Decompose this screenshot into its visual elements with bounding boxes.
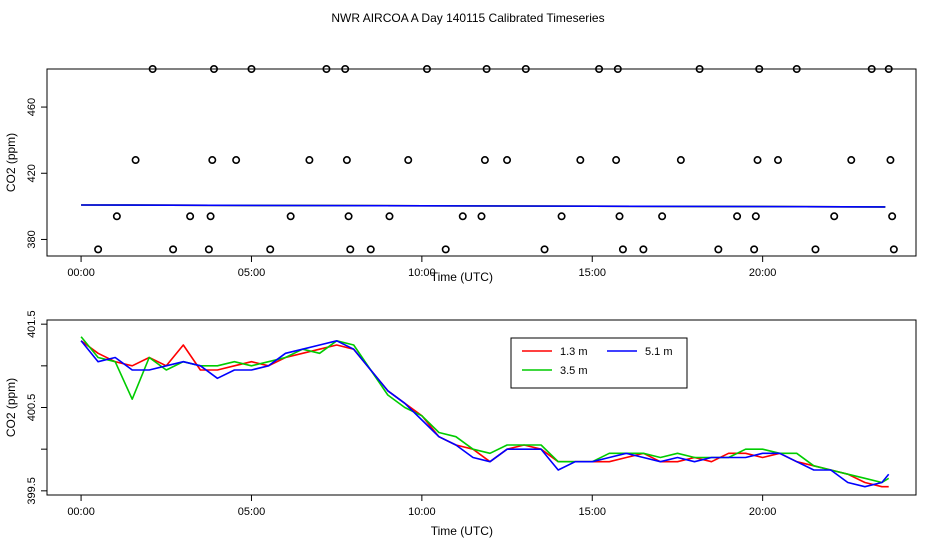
data-point [131,156,140,165]
data-point [404,156,413,165]
data-point [576,156,585,165]
data-point [204,245,213,254]
x-tick-label: 00:00 [67,267,95,279]
data-point [477,212,486,221]
x-tick-label: 15:00 [578,506,606,518]
data-point [889,245,898,254]
legend-label: 3.5 m [560,365,588,377]
legend-label: 5.1 m [645,346,673,358]
data-point [886,156,895,165]
data-point [366,245,375,254]
legend-box [510,337,688,389]
data-point [733,212,742,221]
data-point [613,65,622,74]
data-point [169,245,178,254]
data-point [94,245,103,254]
chart-title: NWR AIRCOA A Day 140115 Calibrated Times… [331,11,604,25]
data-point [482,65,491,74]
bottom-panel: 00:00 05:00 10:00 15:00 20:00 399.5 400.5 401.5… [4,310,917,538]
data-point [344,212,353,221]
data-point [480,156,489,165]
plot-frame [46,68,917,257]
x-tick-label: 05:00 [238,267,266,279]
data-point [186,212,195,221]
data-point [658,212,667,221]
data-point [557,212,566,221]
x-tick-label: 15:00 [578,267,606,279]
data-point [385,212,394,221]
data-point [266,245,275,254]
x-axis-label: Time (UTC) [431,270,493,284]
y-tick-label: 420 [26,164,38,182]
y-tick-label: 400.5 [26,394,38,422]
data-point [867,65,876,74]
y-tick-label: 401.5 [26,310,38,338]
data-point [847,156,856,165]
plot-frame [46,319,917,496]
data-point [830,212,839,221]
top-panel: 00:00 05:00 10:00 15:00 20:00 380 420 460 Time (… [4,65,917,284]
x-tick-label: 10:00 [408,267,436,279]
x-tick-label: 20:00 [749,506,777,518]
data-point [750,245,759,254]
x-tick-label: 10:00 [408,506,436,518]
legend-label: 1.3 m [560,346,588,358]
series-line-1-3-m [80,340,889,488]
data-point [615,212,624,221]
legend: 1.3 m 3.5 m 5.1 m [510,337,688,389]
data-point [422,65,431,74]
data-point [247,65,256,74]
data-point [206,212,215,221]
series-line-5-1-m [81,204,886,208]
data-point [232,156,241,165]
data-point [612,156,621,165]
y-axis-label: CO2 (ppm) [4,133,18,192]
x-tick-label: 05:00 [238,506,266,518]
series-line-3-5-m [80,336,890,484]
data-point [888,212,897,221]
data-point [676,156,685,165]
data-point [521,65,530,74]
data-point [148,65,157,74]
y-tick-label: 399.5 [26,477,38,505]
x-tick-label: 00:00 [67,506,95,518]
data-point [751,212,760,221]
data-point [792,65,801,74]
data-point [695,65,704,74]
data-point [540,245,549,254]
data-point [884,65,893,74]
data-point [346,245,355,254]
x-axis-label: Time (UTC) [431,524,493,538]
data-point [286,212,295,221]
data-point [753,156,762,165]
y-tick-label: 380 [26,230,38,248]
data-point [458,212,467,221]
data-point [773,156,782,165]
data-point [714,245,723,254]
data-point [341,65,350,74]
data-point [112,212,121,221]
data-point [595,65,604,74]
data-point [618,245,627,254]
data-point [755,65,764,74]
data-point [342,156,351,165]
y-tick-label: 460 [26,98,38,116]
data-point [322,65,331,74]
series-line-5-1-m [80,339,890,488]
x-tick-label: 20:00 [749,267,777,279]
data-point [209,65,218,74]
data-point [811,245,820,254]
data-point [305,156,314,165]
data-point [503,156,512,165]
data-point [441,245,450,254]
y-axis-label: CO2 (ppm) [4,378,18,437]
data-point [639,245,648,254]
data-point [208,156,217,165]
